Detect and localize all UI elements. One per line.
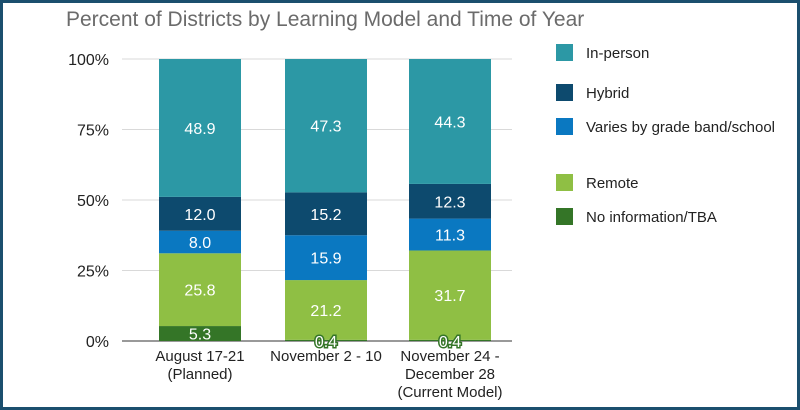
legend-swatch — [556, 84, 573, 101]
data-label: 48.9 — [184, 121, 215, 138]
legend-swatch — [556, 118, 573, 135]
x-category-label: November 24 - — [400, 348, 499, 365]
legend-swatch — [556, 44, 573, 61]
data-label: 15.2 — [310, 207, 341, 224]
bar-segment-no-information-tba — [159, 326, 241, 341]
chart-title: Percent of Districts by Learning Model a… — [66, 8, 585, 31]
data-label: 12.3 — [434, 194, 465, 211]
data-label: 5.3 — [189, 327, 211, 344]
data-label: 0.4 — [315, 334, 337, 351]
bar-segment-remote — [409, 250, 491, 340]
y-tick-label: 75% — [77, 123, 109, 140]
bar-segment-hybrid — [409, 183, 491, 219]
x-category-label: December 28 — [405, 366, 495, 383]
bar-segment-in-person — [159, 59, 241, 197]
bar-segment-in-person — [409, 59, 491, 184]
bar-segment-hybrid — [159, 196, 241, 231]
bar-segment-varies-by-grade-band-school — [285, 235, 367, 281]
legend-swatch — [556, 208, 573, 225]
bar-segment-hybrid — [285, 192, 367, 236]
legend-swatch — [556, 174, 573, 191]
x-category-label: (Current Model) — [397, 384, 502, 401]
bar-segment-varies-by-grade-band-school — [159, 230, 241, 254]
y-tick-label: 50% — [77, 193, 109, 210]
x-category-label: (Planned) — [167, 366, 232, 383]
y-tick-label: 0% — [86, 334, 109, 351]
data-label: 21.2 — [310, 303, 341, 320]
legend-label: In-person — [586, 45, 650, 62]
data-label: 25.8 — [184, 283, 215, 300]
data-label: 11.3 — [435, 228, 465, 245]
legend-label: Remote — [586, 175, 639, 192]
data-label: 12.0 — [184, 207, 215, 224]
data-label: 31.7 — [434, 288, 465, 305]
data-label: 15.9 — [310, 251, 341, 268]
bar-segment-varies-by-grade-band-school — [409, 218, 491, 251]
bar-segment-remote — [159, 253, 241, 327]
x-category-label: August 17-21 — [155, 348, 244, 365]
data-label: 47.3 — [310, 119, 341, 136]
data-label: 8.0 — [189, 235, 211, 252]
y-tick-label: 100% — [68, 52, 109, 69]
y-tick-label: 25% — [77, 264, 109, 281]
bar-segment-in-person — [285, 59, 367, 193]
legend-label: No information/TBA — [586, 209, 717, 226]
data-label: 44.3 — [434, 114, 465, 131]
x-category-label: November 2 - 10 — [270, 348, 382, 365]
legend-label: Varies by grade band/school — [586, 119, 776, 136]
bar-segment-remote — [285, 280, 367, 340]
data-label: 0.4 — [439, 334, 461, 351]
bar-segment-no-information-tba — [285, 339, 367, 341]
legend-label: Hybrid — [586, 85, 630, 102]
bar-segment-no-information-tba — [409, 339, 491, 341]
